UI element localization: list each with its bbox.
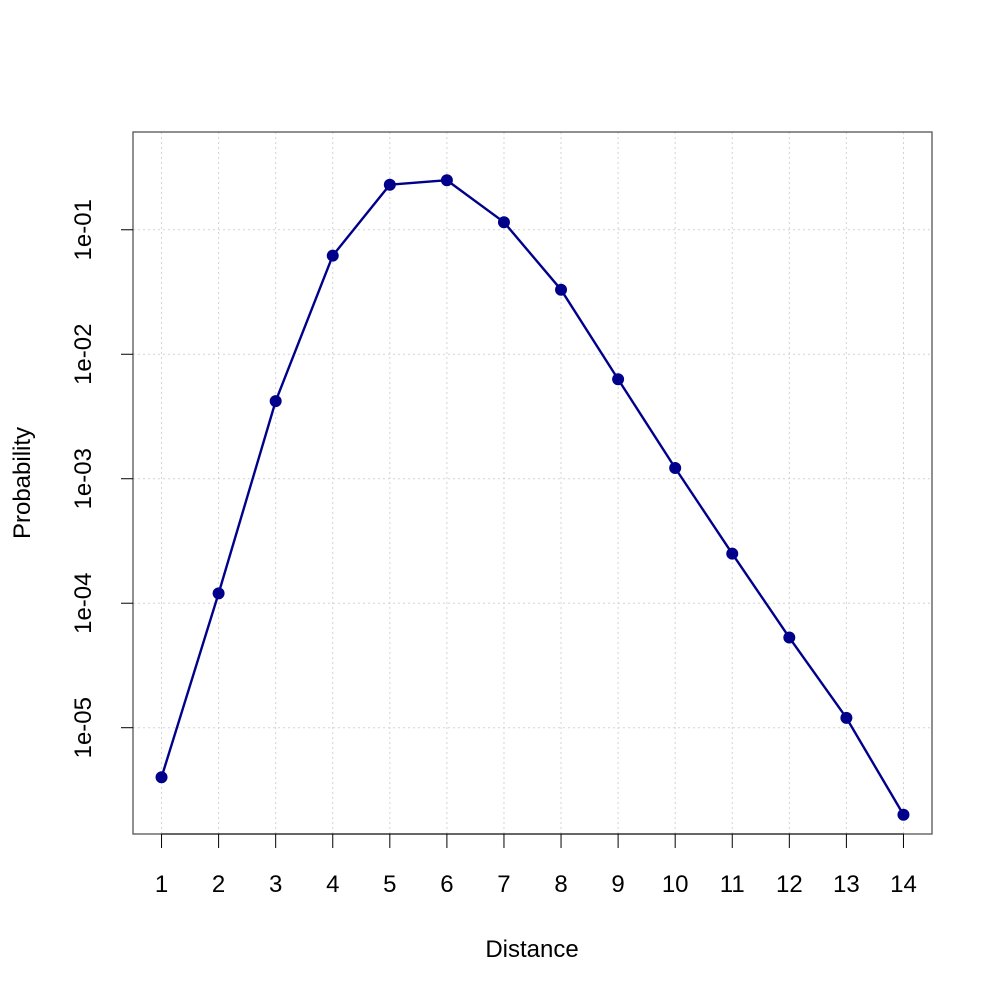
data-point — [783, 631, 796, 644]
y-tick-label: 1e-01 — [70, 199, 97, 260]
y-tick-label: 1e-05 — [70, 697, 97, 758]
data-point — [326, 249, 339, 262]
x-tick-label: 4 — [326, 871, 339, 898]
data-point — [212, 587, 225, 600]
data-point — [897, 808, 910, 821]
x-tick-label: 5 — [383, 871, 396, 898]
x-tick-label: 11 — [720, 871, 745, 898]
data-point — [726, 547, 739, 560]
x-tick-label: 6 — [440, 871, 453, 898]
x-tick-label: 1 — [155, 871, 168, 898]
x-tick-label: 12 — [776, 871, 803, 898]
data-point — [669, 461, 682, 474]
x-tick-label: 3 — [269, 871, 282, 898]
y-axis-title: Probability — [9, 427, 36, 539]
x-tick-label: 9 — [611, 871, 624, 898]
data-point — [155, 771, 168, 784]
data-point — [269, 395, 282, 408]
x-tick-label: 14 — [890, 871, 917, 898]
y-tick-label: 1e-02 — [70, 324, 97, 385]
data-point — [497, 216, 510, 229]
data-point — [440, 174, 453, 187]
data-point — [612, 373, 625, 386]
y-tick-label: 1e-04 — [70, 573, 97, 634]
x-axis: 1 2 3 4 5 6 7 8 9 10 11 12 13 14 — [155, 833, 917, 898]
data-point — [383, 178, 396, 191]
x-tick-label: 7 — [497, 871, 510, 898]
y-tick-label: 1e-03 — [70, 448, 97, 509]
x-tick-label: 8 — [554, 871, 567, 898]
x-tick-label: 13 — [833, 871, 860, 898]
series-line — [160, 179, 905, 816]
data-point — [840, 711, 853, 724]
x-tick-label: 2 — [212, 871, 225, 898]
x-axis-title: Distance — [485, 936, 578, 963]
data-point — [555, 283, 568, 296]
series — [155, 174, 910, 821]
y-axis: 1e-05 1e-04 1e-03 1e-02 1e-01 — [70, 199, 133, 758]
x-tick-label: 10 — [662, 871, 689, 898]
